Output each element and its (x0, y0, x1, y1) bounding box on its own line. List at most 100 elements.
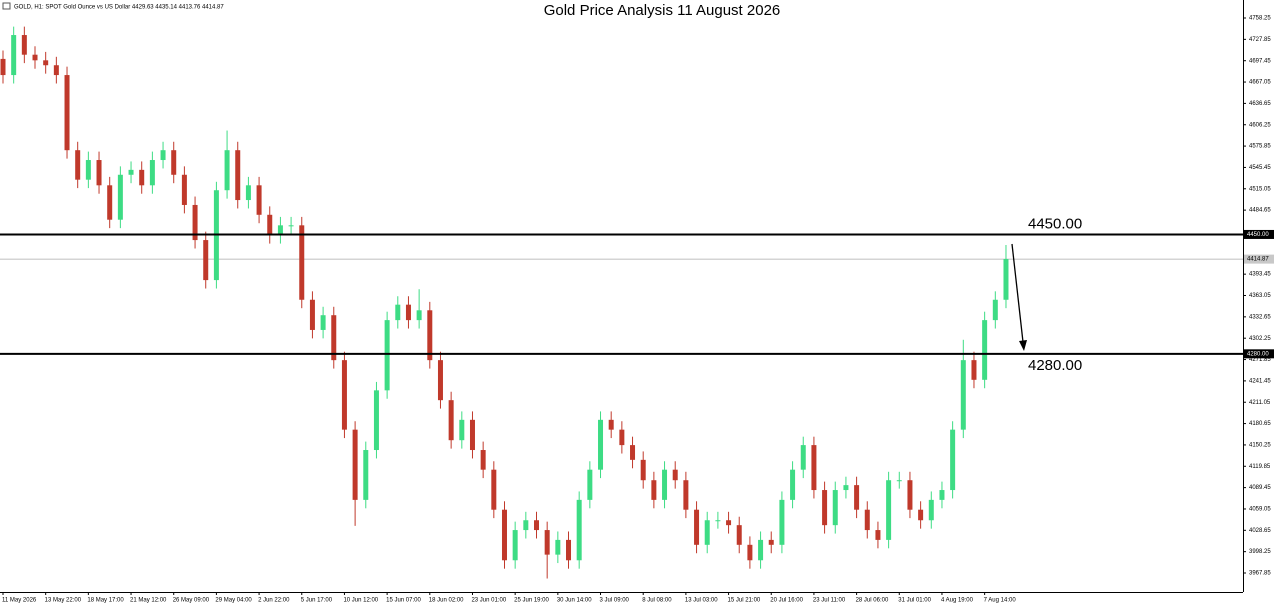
candle-body (864, 509, 870, 531)
level-axis-box (1244, 229, 1274, 239)
candle-body (694, 509, 700, 545)
candle-body (843, 485, 849, 491)
candle-body (459, 419, 465, 441)
candle-body (534, 520, 539, 531)
y-tick-label: 4180.65 (1249, 421, 1271, 427)
candle-body (512, 530, 518, 561)
y-tick-label: 4363.05 (1249, 293, 1271, 299)
y-tick-label: 4758.25 (1249, 16, 1271, 22)
candle-body (139, 169, 145, 186)
x-tick-label: 3 Jul 09:00 (600, 598, 630, 604)
level-label: 4450.00 (1028, 215, 1082, 232)
y-tick-label: 4727.85 (1249, 37, 1271, 43)
x-tick-label: 25 Jun 19:00 (514, 598, 549, 604)
y-tick-label: 4636.65 (1249, 101, 1271, 107)
candle-body (11, 35, 17, 76)
candle-body (96, 160, 102, 186)
candle-body (768, 539, 774, 545)
candle-body (907, 480, 913, 510)
header: GOLD, H1: SPOT Gold Ounce vs US Dollar 4… (14, 5, 224, 11)
x-tick-label: 28 Jul 06:00 (856, 598, 889, 604)
x-tick-label: 5 Jun 17:00 (301, 598, 333, 604)
candle-body (0, 58, 6, 76)
chart-title: Gold Price Analysis 11 August 2026 (544, 2, 781, 19)
candle-body (587, 469, 593, 500)
x-tick-label: 21 May 12:00 (130, 598, 167, 604)
candle-body (501, 509, 507, 561)
candle-body (704, 520, 710, 545)
candle-body (245, 185, 251, 201)
candle-body (1003, 259, 1009, 300)
candle-body (256, 185, 262, 215)
candle-body (672, 469, 678, 481)
candle-body (800, 445, 806, 470)
candle-body (779, 499, 785, 545)
candle-body (53, 65, 59, 76)
candle-body (480, 450, 486, 470)
candle-body (427, 310, 433, 361)
candle-body (566, 539, 572, 561)
candle-body (224, 150, 230, 191)
level-axis-label: 4280.00 (1247, 351, 1269, 357)
x-tick-label: 7 Aug 14:00 (984, 598, 1017, 604)
y-tick-label: 4302.25 (1249, 336, 1271, 342)
y-tick-label: 4059.05 (1249, 507, 1271, 513)
candle-body (576, 499, 582, 561)
candle-body (918, 509, 924, 521)
x-tick-label: 10 Jun 12:00 (343, 598, 378, 604)
y-tick-label: 3967.85 (1249, 571, 1271, 577)
candle-body (736, 525, 742, 545)
candle-body (107, 185, 113, 220)
y-tick-label: 4545.45 (1249, 165, 1271, 171)
x-tick-label: 23 Jul 11:00 (813, 598, 846, 604)
candle-body (971, 360, 977, 380)
y-tick-label: 4515.05 (1249, 186, 1271, 192)
candle-body (747, 544, 753, 561)
candle-body (331, 315, 337, 361)
candle-body (416, 310, 422, 321)
candle-body (160, 150, 166, 161)
candle-body (886, 480, 892, 540)
candle-body (683, 480, 689, 510)
candle-body (896, 480, 902, 482)
y-tick-label: 4241.45 (1249, 378, 1271, 384)
candle-body (203, 240, 209, 281)
candle-body (790, 469, 796, 500)
y-tick-label: 4089.45 (1249, 485, 1271, 491)
x-tick-label: 20 Jul 16:00 (770, 598, 803, 604)
candle-body (117, 174, 123, 220)
x-tick-label: 11 May 2026 (2, 598, 37, 604)
y-tick-label: 4393.45 (1249, 272, 1271, 278)
candle-body (352, 429, 358, 500)
candle-body (630, 445, 636, 460)
candle-body (758, 539, 764, 561)
candle-body (875, 530, 881, 540)
candle-body (544, 530, 550, 555)
x-tick-label: 15 Jun 07:00 (386, 598, 421, 604)
level-axis-box (1244, 349, 1274, 359)
y-tick-label: 4484.65 (1249, 208, 1271, 214)
candle-body (85, 160, 91, 180)
x-tick-label: 23 Jun 01:00 (471, 598, 506, 604)
candle-body (267, 214, 273, 236)
candle-body (363, 450, 369, 500)
candle-body (619, 429, 625, 446)
candle-body (640, 459, 646, 481)
level-axis-label: 4450.00 (1247, 232, 1269, 238)
candle-body (608, 419, 614, 430)
candle-body (491, 469, 497, 510)
candle-body (822, 490, 828, 526)
candle-body (437, 360, 443, 401)
candle-body (320, 315, 326, 330)
candle-body (395, 304, 401, 321)
candle-body (373, 390, 379, 451)
y-tick-label: 4575.85 (1249, 144, 1271, 150)
x-tick-label: 13 Jul 03:00 (685, 598, 718, 604)
y-tick-label: 4667.05 (1249, 80, 1271, 86)
candle-body (555, 539, 561, 555)
x-tick-label: 26 May 09:00 (173, 598, 210, 604)
candle-body (992, 299, 998, 321)
candle-body (299, 225, 305, 300)
candle-body (598, 419, 604, 470)
